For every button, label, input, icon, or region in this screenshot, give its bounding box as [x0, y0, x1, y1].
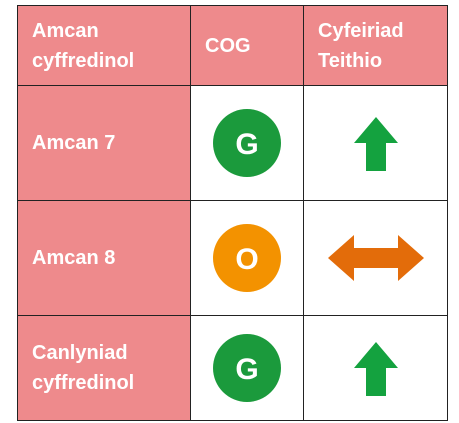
rag-letter: G — [235, 128, 258, 161]
rag-letter: G — [235, 353, 258, 386]
direction-cell — [303, 315, 448, 421]
rag-icon: G — [213, 109, 281, 177]
header-cell: COG — [190, 5, 304, 86]
rag-icon: O — [213, 224, 281, 292]
row-label: Amcan 7 — [17, 85, 191, 201]
row-label: Canlyniad cyffredinol — [17, 315, 191, 421]
direction-cell — [303, 200, 448, 316]
header-row: Amcan cyffredinol COG Cyfeiriad Teithio — [17, 5, 448, 86]
arrow-up — [353, 342, 398, 396]
rag-cell: G — [190, 315, 304, 421]
rag-icon: G — [213, 334, 281, 402]
rag-table: Amcan cyffredinol COG Cyfeiriad Teithio … — [17, 5, 448, 421]
direction-cell — [303, 85, 448, 201]
rag-cell: G — [190, 85, 304, 201]
header-cell: Amcan cyffredinol — [17, 5, 191, 86]
row: Amcan 7 G — [17, 85, 448, 201]
rag-letter: O — [235, 243, 258, 276]
rag-cell: O — [190, 200, 304, 316]
arrow-both — [327, 235, 424, 281]
row: Canlyniad cyffredinol G — [17, 315, 448, 421]
arrow-up — [353, 117, 398, 171]
row-label: Amcan 8 — [17, 200, 191, 316]
header-cell: Cyfeiriad Teithio — [303, 5, 448, 86]
row: Amcan 8 O — [17, 200, 448, 316]
